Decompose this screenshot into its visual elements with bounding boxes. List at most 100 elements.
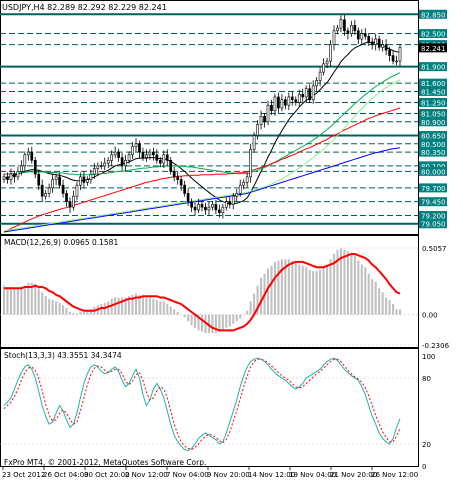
macd-histogram-bar bbox=[79, 311, 82, 315]
macd-histogram-bar bbox=[16, 288, 19, 315]
time-axis-label: 30 Oct 20:00 bbox=[84, 471, 130, 479]
candle-body bbox=[304, 88, 308, 98]
macd-histogram-bar bbox=[30, 283, 33, 315]
macd-histogram-bar bbox=[332, 254, 336, 315]
macd-histogram-bar bbox=[134, 293, 138, 315]
candle-body bbox=[266, 104, 270, 123]
price-level-label-bg bbox=[419, 97, 447, 107]
macd-histogram-bar bbox=[51, 300, 54, 315]
price-level-label-bg bbox=[419, 166, 447, 176]
price-level-label: 82.500 bbox=[421, 31, 446, 39]
candle-body bbox=[20, 165, 23, 172]
macd-histogram-bar bbox=[166, 304, 169, 315]
macd-histogram-bar bbox=[148, 297, 151, 315]
candle-body bbox=[16, 171, 20, 178]
stoch-signal-line bbox=[3, 358, 401, 451]
macd-histogram-bar bbox=[41, 292, 44, 315]
time-axis-label: 19 Nov 04:00 bbox=[289, 471, 336, 479]
price-level-label: 80.900 bbox=[421, 119, 446, 127]
candle-body bbox=[308, 88, 312, 101]
macd-histogram-bar bbox=[242, 314, 245, 316]
candle-body bbox=[86, 179, 89, 183]
macd-histogram-bar bbox=[141, 296, 144, 315]
time-axis-label: 26 Nov 12:00 bbox=[371, 471, 418, 479]
macd-histogram-bar bbox=[239, 314, 242, 319]
stoch-level-label: 20 bbox=[422, 441, 431, 449]
candle-body bbox=[124, 160, 127, 167]
candle-body bbox=[311, 85, 315, 101]
current-price-label: 82.241 bbox=[421, 45, 446, 53]
macd-histogram-bar bbox=[273, 261, 276, 315]
time-axis-label: 26 Oct 04:00 bbox=[43, 471, 89, 479]
candle-body bbox=[336, 27, 339, 32]
candle-body bbox=[58, 176, 61, 186]
macd-histogram-bar bbox=[75, 313, 78, 315]
candle-body bbox=[245, 176, 249, 183]
candle-body bbox=[343, 19, 346, 32]
candle-body bbox=[322, 63, 325, 73]
macd-histogram-bar bbox=[329, 259, 332, 315]
candle-body bbox=[374, 38, 378, 45]
candle-body bbox=[96, 165, 100, 169]
macd-histogram-bar bbox=[360, 264, 363, 315]
price-level-label: 80.650 bbox=[421, 133, 446, 141]
price-level-label: 81.050 bbox=[421, 110, 446, 118]
price-level-label-bg bbox=[419, 147, 447, 157]
macd-histogram-bar bbox=[218, 314, 221, 332]
macd-histogram-bar bbox=[62, 305, 65, 315]
macd-histogram-bar bbox=[339, 248, 342, 315]
macd-histogram-bar bbox=[190, 314, 193, 326]
macd-histogram-bar bbox=[58, 302, 61, 315]
macd-level-label: 0.00 bbox=[422, 312, 438, 320]
candle-body bbox=[9, 173, 13, 180]
macd-histogram-bar bbox=[378, 288, 381, 315]
macd-histogram-bar bbox=[357, 260, 360, 315]
macd-histogram-bar bbox=[301, 265, 304, 315]
stoch-level-label: 100 bbox=[422, 353, 435, 361]
time-axis-label: 23 Oct 2012 bbox=[2, 471, 45, 479]
candle-body bbox=[252, 135, 256, 150]
price-level-label: 80.000 bbox=[421, 168, 446, 176]
candle-body bbox=[106, 160, 110, 164]
macd-histogram-bar bbox=[287, 259, 290, 315]
macd-histogram-bar bbox=[27, 283, 30, 315]
macd-histogram-bar bbox=[305, 267, 308, 315]
moving-average-line bbox=[3, 79, 401, 232]
stoch-main-line bbox=[3, 357, 401, 452]
macd-histogram-bar bbox=[2, 285, 6, 315]
macd-histogram-bar bbox=[68, 311, 72, 315]
macd-histogram-bar bbox=[82, 311, 85, 315]
macd-histogram-bar bbox=[343, 250, 346, 315]
stoch-level-label: 0 bbox=[422, 463, 426, 471]
macd-histogram-bar bbox=[48, 298, 51, 315]
candle-body bbox=[138, 143, 141, 153]
candle-body bbox=[89, 173, 93, 180]
price-level-label: 81.250 bbox=[421, 99, 446, 107]
price-level-label: 80.100 bbox=[421, 163, 446, 171]
macd-histogram-bar bbox=[89, 309, 92, 315]
time-axis-label: 2 Nov 12:00 bbox=[125, 471, 168, 479]
macd-histogram-bar bbox=[253, 293, 256, 315]
macd-histogram-bar bbox=[392, 304, 395, 315]
price-level-label-bg bbox=[419, 197, 447, 207]
macd-histogram-bar bbox=[204, 314, 207, 334]
macd-histogram-bar bbox=[398, 309, 402, 315]
candle-body bbox=[61, 184, 65, 194]
price-level-label-bg bbox=[419, 183, 447, 193]
macd-histogram-bar bbox=[207, 314, 210, 334]
macd-histogram-bar bbox=[86, 310, 89, 315]
macd-histogram-bar bbox=[197, 314, 200, 331]
moving-average-line bbox=[3, 41, 401, 205]
candle-body bbox=[13, 173, 16, 178]
current-price-label-bg bbox=[419, 43, 447, 53]
candle-body bbox=[44, 193, 48, 197]
macd-histogram-bar bbox=[65, 308, 68, 315]
macd-histogram-bar bbox=[266, 268, 270, 315]
price-level-label-bg bbox=[419, 117, 447, 127]
candle-body bbox=[207, 206, 211, 211]
price-level-label: 79.450 bbox=[421, 199, 446, 207]
candle-body bbox=[270, 104, 273, 112]
macd-histogram-bar bbox=[114, 297, 117, 315]
moving-average-line bbox=[3, 107, 401, 233]
macd-histogram-bar bbox=[246, 310, 249, 315]
